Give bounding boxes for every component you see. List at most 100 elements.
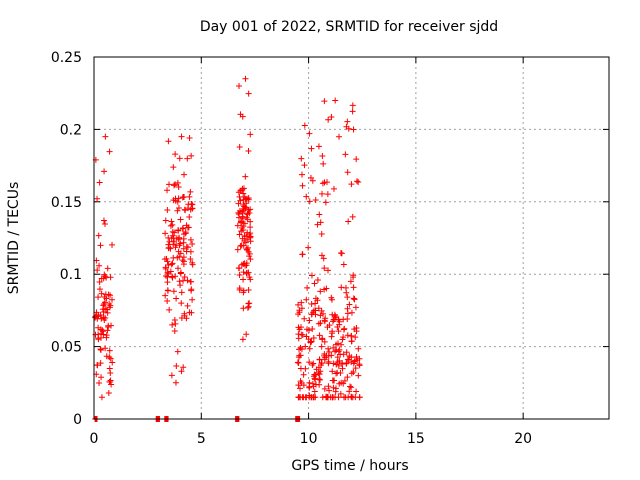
data-point	[100, 308, 107, 315]
data-point	[352, 357, 359, 364]
data-point	[181, 171, 188, 178]
data-point	[184, 302, 191, 309]
data-point	[318, 231, 325, 238]
data-point	[244, 236, 251, 243]
data-point	[353, 156, 360, 163]
data-point	[325, 116, 332, 123]
data-point	[238, 219, 245, 226]
data-point	[244, 244, 251, 251]
data-point	[312, 197, 319, 204]
data-point	[182, 207, 189, 214]
data-point	[107, 370, 114, 377]
data-point	[311, 280, 318, 287]
data-point	[330, 384, 337, 391]
data-point	[340, 334, 347, 341]
data-point	[332, 97, 339, 104]
data-point	[301, 315, 308, 322]
data-point	[174, 179, 181, 186]
data-point	[94, 362, 101, 369]
data-point	[240, 260, 247, 267]
data-point	[108, 296, 115, 303]
data-point	[329, 328, 336, 335]
y-tick-label: 0.2	[60, 122, 82, 138]
data-point	[329, 318, 336, 325]
data-point	[346, 388, 353, 395]
data-point	[94, 315, 101, 322]
data-point	[338, 341, 345, 348]
data-point	[299, 251, 306, 258]
data-point	[338, 284, 345, 291]
data-point	[334, 340, 341, 347]
data-point	[330, 344, 337, 351]
data-point	[186, 135, 193, 142]
data-point	[107, 355, 114, 362]
data-point	[247, 224, 254, 231]
data-point	[310, 360, 317, 367]
data-point	[179, 257, 186, 264]
data-point	[103, 295, 110, 302]
data-point	[96, 179, 103, 186]
data-point	[235, 189, 242, 196]
x-tick-label: 20	[514, 431, 532, 447]
data-point	[344, 315, 351, 322]
data-point	[349, 213, 356, 220]
data-point	[351, 358, 358, 365]
data-point	[97, 360, 104, 367]
data-point	[184, 155, 191, 162]
data-point	[351, 296, 358, 303]
data-point	[296, 307, 303, 314]
data-point	[350, 126, 357, 133]
data-point	[101, 271, 108, 278]
data-point	[178, 289, 185, 296]
data-point	[164, 298, 171, 305]
data-point	[95, 232, 102, 239]
data-point	[309, 362, 316, 369]
data-point	[164, 207, 171, 214]
data-point	[162, 292, 169, 299]
data-point	[304, 284, 311, 291]
data-point	[336, 318, 343, 325]
data-point	[319, 180, 326, 187]
data-point	[303, 296, 310, 303]
data-point	[100, 275, 107, 282]
data-point	[328, 296, 335, 303]
x-axis-label: GPS time / hours	[291, 458, 408, 474]
chart-title: Day 001 of 2022, SRMTID for receiver sjd…	[200, 19, 498, 35]
y-tick-label: 0.05	[51, 340, 82, 356]
data-point	[301, 162, 308, 169]
data-point	[345, 394, 352, 401]
data-point	[336, 380, 343, 387]
data-point	[166, 181, 173, 188]
data-point	[98, 290, 105, 297]
data-point	[309, 326, 316, 333]
data-point	[103, 332, 110, 339]
data-point	[183, 243, 190, 250]
data-point	[168, 261, 175, 268]
data-point	[335, 328, 342, 335]
data-point	[296, 326, 303, 333]
data-point	[336, 133, 343, 140]
data-point	[352, 365, 359, 372]
data-points	[92, 75, 363, 422]
data-point	[344, 169, 351, 176]
data-point	[339, 361, 346, 368]
data-point	[315, 305, 322, 312]
data-point	[325, 358, 332, 365]
data-point	[105, 323, 112, 330]
data-point	[298, 346, 305, 353]
data-point	[343, 360, 350, 367]
data-point	[348, 332, 355, 339]
data-point	[356, 394, 363, 401]
data-point	[178, 300, 185, 307]
data-point	[299, 331, 306, 338]
data-point	[234, 246, 241, 253]
data-point	[238, 228, 245, 235]
data-point	[238, 242, 245, 249]
data-point	[323, 285, 330, 292]
data-point	[104, 265, 111, 272]
data-point	[295, 335, 302, 342]
data-point	[100, 217, 107, 224]
data-point	[182, 229, 189, 236]
data-point	[176, 242, 183, 249]
data-point	[169, 228, 176, 235]
